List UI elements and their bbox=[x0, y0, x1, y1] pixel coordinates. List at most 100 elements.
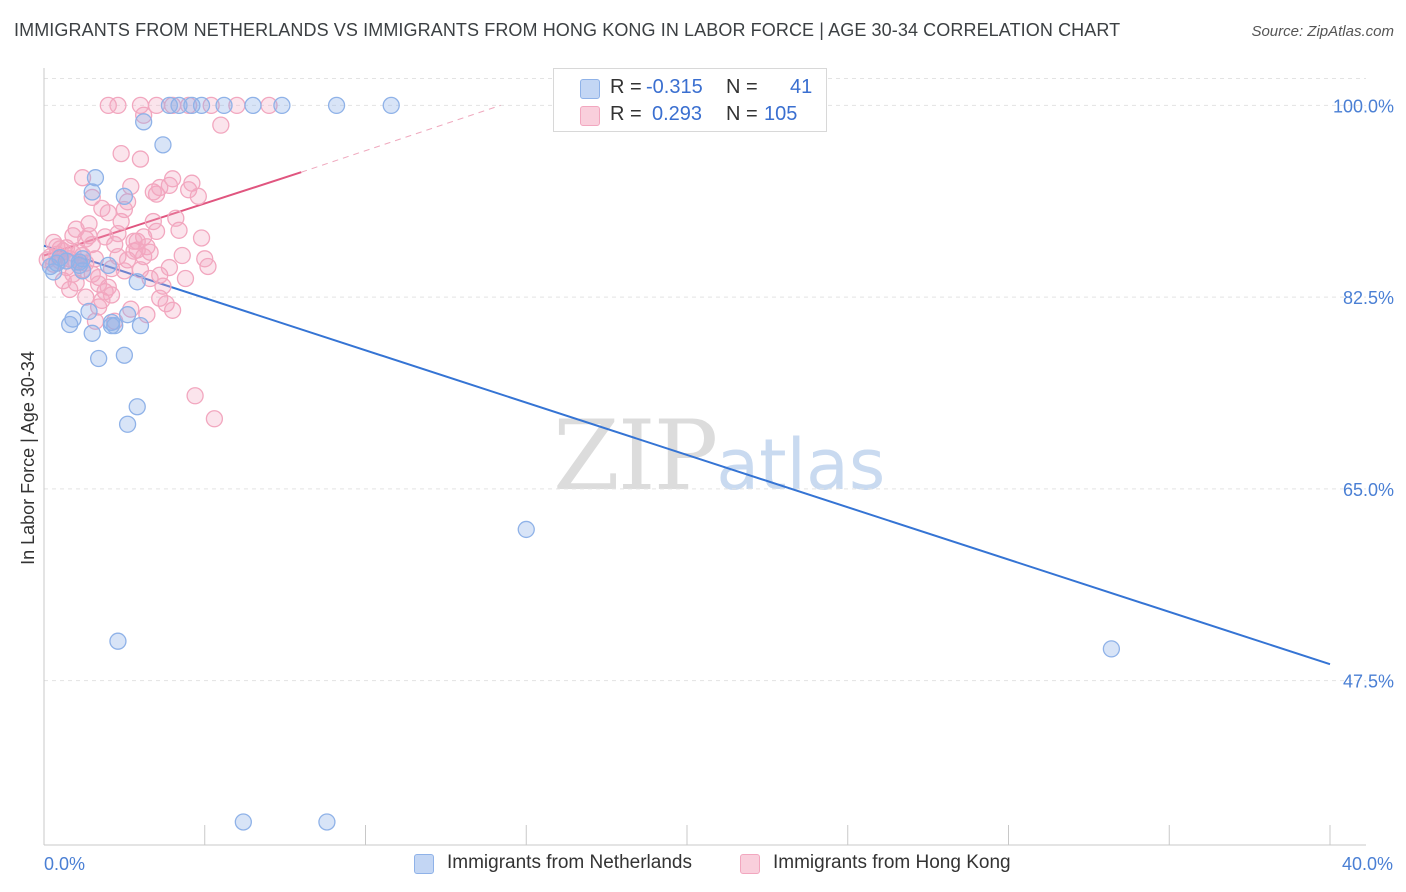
data-point-hongkong bbox=[196, 250, 214, 268]
data-point-netherlands bbox=[83, 183, 101, 201]
legend-swatch-hongkong bbox=[580, 106, 600, 126]
grid-lines bbox=[44, 78, 1366, 682]
legend-row-hongkong: R = 0.293 N = 105 bbox=[554, 102, 826, 130]
legend-r-value: 0.293 bbox=[652, 103, 703, 125]
bottom-legend-swatch-hongkong bbox=[740, 854, 760, 874]
data-point-hongkong bbox=[112, 144, 130, 163]
chart-title: IMMIGRANTS FROM NETHERLANDS VS IMMIGRANT… bbox=[14, 20, 1121, 40]
data-point-hongkong bbox=[83, 265, 101, 283]
trend-lines bbox=[43, 104, 1331, 666]
data-point-netherlands bbox=[106, 316, 124, 335]
data-point-netherlands bbox=[215, 96, 233, 115]
data-point-netherlands bbox=[154, 136, 172, 154]
data-point-netherlands bbox=[102, 313, 121, 331]
data-point-hongkong bbox=[163, 301, 182, 319]
legend-n-label: N = bbox=[726, 76, 758, 98]
data-point-netherlands bbox=[73, 250, 92, 268]
data-point-hongkong bbox=[135, 106, 153, 124]
legend-r-label: R = bbox=[610, 103, 642, 125]
data-point-hongkong bbox=[102, 286, 121, 304]
correlation-legend: R = -0.315 N = 41 R = 0.293 N = 105 bbox=[553, 68, 827, 132]
data-point-netherlands bbox=[318, 813, 336, 831]
data-point-hongkong bbox=[83, 235, 101, 254]
data-point-hongkong bbox=[90, 298, 108, 316]
y-axis-title: In Labor Force | Age 30-34 bbox=[18, 351, 38, 565]
legend-n-label: N = bbox=[726, 103, 758, 125]
data-point-hongkong bbox=[192, 229, 211, 247]
data-points bbox=[38, 96, 1121, 831]
data-point-hongkong bbox=[151, 289, 169, 307]
data-point-netherlands bbox=[44, 263, 63, 281]
data-point-hongkong bbox=[173, 246, 191, 265]
data-point-netherlands bbox=[131, 316, 150, 335]
legend-swatch-netherlands bbox=[580, 79, 600, 99]
data-point-hongkong bbox=[160, 258, 179, 277]
data-point-netherlands bbox=[118, 415, 137, 433]
y-tick-label: 82.5% bbox=[1343, 288, 1394, 308]
data-point-hongkong bbox=[202, 96, 220, 115]
data-point-hongkong bbox=[125, 232, 143, 250]
bottom-legend-label-hongkong: Immigrants from Hong Kong bbox=[773, 852, 1011, 873]
data-point-hongkong bbox=[189, 187, 207, 205]
data-point-hongkong bbox=[170, 221, 188, 239]
data-point-netherlands bbox=[118, 306, 137, 324]
data-point-hongkong bbox=[115, 262, 134, 280]
data-point-hongkong bbox=[141, 269, 159, 288]
data-point-hongkong bbox=[186, 387, 204, 405]
data-point-hongkong bbox=[147, 222, 166, 241]
bottom-legend-swatch-netherlands bbox=[414, 854, 434, 874]
y-tick-label: 65.0% bbox=[1343, 480, 1394, 500]
data-point-netherlands bbox=[135, 113, 153, 131]
chart-source: Source: ZipAtlas.com bbox=[1251, 23, 1394, 40]
data-point-hongkong bbox=[163, 170, 182, 188]
data-point-netherlands bbox=[109, 632, 127, 650]
data-point-netherlands bbox=[64, 310, 82, 328]
data-point-netherlands bbox=[86, 169, 105, 187]
data-point-hongkong bbox=[205, 410, 224, 428]
data-point-netherlands bbox=[80, 302, 98, 321]
data-point-hongkong bbox=[90, 275, 108, 293]
data-point-netherlands bbox=[128, 398, 146, 416]
data-point-hongkong bbox=[96, 228, 114, 246]
data-point-netherlands bbox=[115, 187, 134, 205]
data-point-hongkong bbox=[122, 177, 140, 196]
data-point-netherlands bbox=[517, 520, 535, 539]
legend-n-value: 41 bbox=[790, 76, 813, 98]
legend-n-value: 105 bbox=[764, 103, 798, 125]
watermark: ZIPatlas bbox=[553, 400, 885, 512]
data-point-netherlands bbox=[244, 96, 262, 115]
data-point-hongkong bbox=[109, 96, 127, 115]
data-point-netherlands bbox=[160, 96, 179, 115]
legend-r-label: R = bbox=[610, 76, 642, 98]
data-point-hongkong bbox=[144, 212, 162, 231]
data-point-netherlands bbox=[183, 96, 201, 115]
trend-line-netherlands bbox=[43, 244, 1331, 666]
legend-r-value: -0.315 bbox=[646, 76, 703, 98]
data-point-netherlands bbox=[234, 813, 252, 831]
data-point-netherlands bbox=[83, 324, 101, 342]
data-point-netherlands bbox=[99, 256, 117, 275]
data-point-netherlands bbox=[1102, 640, 1121, 658]
data-point-hongkong bbox=[135, 247, 153, 266]
data-point-hongkong bbox=[151, 178, 169, 197]
data-point-netherlands bbox=[192, 96, 211, 115]
data-point-hongkong bbox=[73, 169, 92, 187]
data-point-hongkong bbox=[138, 306, 156, 324]
data-point-netherlands bbox=[115, 346, 134, 364]
trend-line-hongkong bbox=[43, 171, 302, 257]
data-point-hongkong bbox=[77, 288, 95, 306]
x-tick-label: 0.0% bbox=[44, 854, 85, 874]
axes bbox=[43, 68, 1366, 846]
y-tick-label: 47.5% bbox=[1343, 672, 1394, 692]
data-point-hongkong bbox=[131, 150, 150, 168]
y-tick-label: 100.0% bbox=[1333, 96, 1394, 116]
data-point-hongkong bbox=[61, 280, 79, 299]
data-point-netherlands bbox=[170, 96, 188, 115]
data-point-hongkong bbox=[99, 204, 117, 222]
data-point-netherlands bbox=[273, 96, 291, 115]
data-point-hongkong bbox=[67, 220, 85, 238]
data-point-hongkong bbox=[83, 188, 101, 207]
data-point-hongkong bbox=[176, 269, 195, 288]
data-point-hongkong bbox=[99, 96, 117, 115]
